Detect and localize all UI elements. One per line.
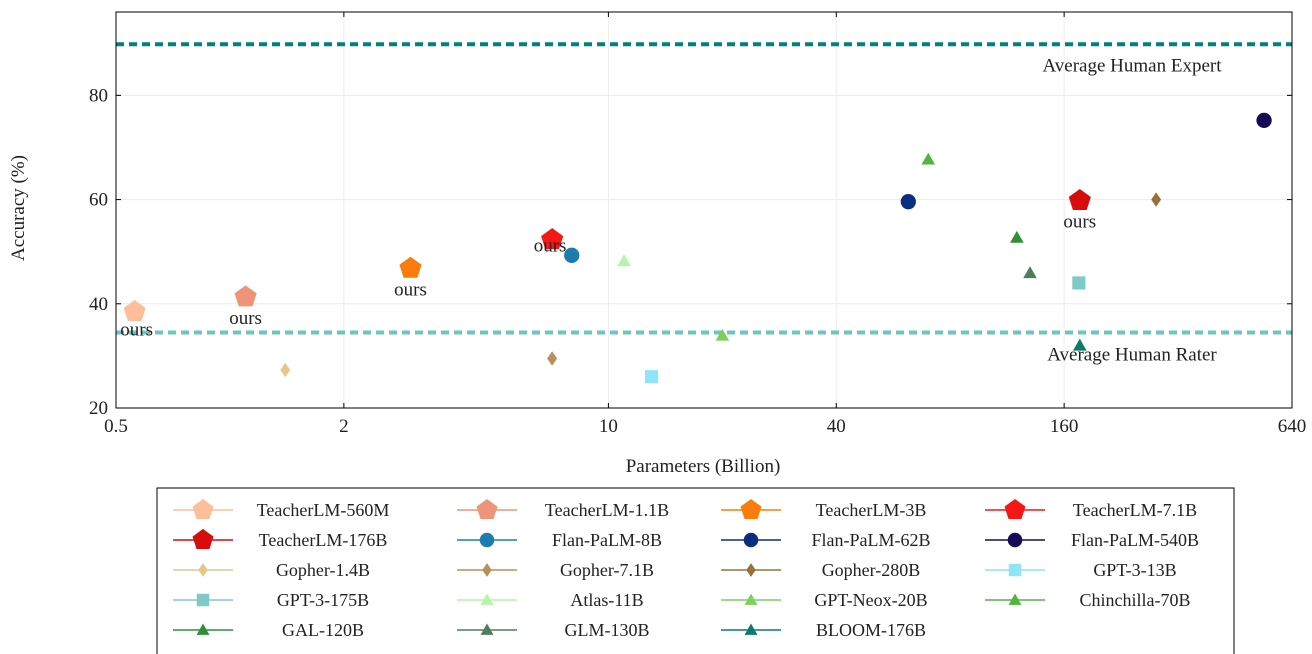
x-tick-label: 0.5 (104, 416, 128, 437)
x-tick-label: 640 (1278, 416, 1307, 437)
data-point (234, 285, 257, 307)
legend-label: Gopher-280B (822, 560, 921, 580)
legend-label: GAL-120B (282, 620, 364, 640)
y-tick-label: 40 (89, 294, 108, 315)
data-point (564, 247, 580, 263)
legend-marker (1008, 593, 1022, 605)
legend-label: GPT-3-13B (1093, 560, 1176, 580)
legend-label: Gopher-7.1B (560, 560, 654, 580)
legend-marker (1007, 532, 1023, 548)
data-point (1068, 188, 1091, 210)
reference-lines: Average Human Expert Average Human Rater (116, 42, 1292, 365)
data-label: ours (120, 320, 153, 341)
data-point (541, 228, 564, 250)
plot-frame (115, 11, 1293, 409)
x-axis-label: Parameters (Billion) (626, 456, 781, 477)
legend-marker (480, 623, 494, 635)
legend-marker (480, 593, 494, 605)
legend-label: Flan-PaLM-8B (552, 530, 662, 550)
legend-box (156, 487, 1235, 654)
y-tick-label: 20 (89, 398, 108, 419)
legend-marker (744, 593, 758, 605)
legend-label: GLM-130B (565, 620, 650, 640)
legend-label: TeacherLM-1.1B (545, 500, 669, 520)
data-point (280, 362, 291, 378)
data-label: ours (229, 308, 262, 329)
data-point (547, 351, 558, 366)
legend-marker (476, 498, 498, 519)
legend-label: GPT-3-175B (277, 590, 369, 610)
data-point (900, 194, 916, 210)
legend-label: TeacherLM-560M (257, 500, 390, 520)
data-label: ours (534, 236, 567, 257)
legend-marker (192, 528, 214, 549)
data-point (123, 299, 146, 321)
data-point (644, 370, 659, 384)
legend-marker (746, 563, 756, 577)
data-point (1072, 276, 1086, 290)
legend-marker (1008, 563, 1022, 577)
legend-marker (740, 498, 762, 519)
data-label: ours (1063, 212, 1096, 233)
data-points: ours ours ours ours ours (120, 112, 1272, 384)
reference-line-label: Average Human Rater (1047, 344, 1217, 365)
data-point (617, 254, 631, 267)
legend-label: TeacherLM-176B (259, 530, 388, 550)
legend-label: TeacherLM-3B (816, 500, 927, 520)
legend-marker (1004, 498, 1026, 519)
legend-label: Atlas-11B (570, 590, 643, 610)
legend-label: GPT-Neox-20B (814, 590, 927, 610)
legend-label: TeacherLM-7.1B (1073, 500, 1197, 520)
legend-label: BLOOM-176B (816, 620, 926, 640)
legend-label: Chinchilla-70B (1080, 590, 1191, 610)
legend-marker (196, 593, 210, 607)
legend-marker (196, 623, 210, 635)
data-point (1010, 230, 1024, 243)
legend-marker (744, 623, 758, 635)
y-axis-label: Accuracy (%) (8, 155, 29, 261)
legend-label: Gopher-1.4B (276, 560, 370, 580)
y-tick-label: 80 (89, 85, 108, 106)
legend-marker (482, 563, 492, 577)
data-point (921, 152, 936, 165)
legend-label: Flan-PaLM-540B (1071, 530, 1199, 550)
data-point (1151, 192, 1162, 207)
data-point (399, 256, 422, 278)
legend: TeacherLM-560M TeacherLM-1.1B TeacherLM-3B… (156, 487, 1235, 654)
plot-border (115, 11, 1293, 409)
legend-label: Flan-PaLM-62B (812, 530, 931, 550)
x-tick-label: 10 (599, 416, 618, 437)
x-tick-label: 40 (827, 416, 846, 437)
axis-ticks: 0.5 2 10 40 160 640 20 40 60 80 (89, 12, 1306, 437)
data-label: ours (394, 279, 427, 300)
data-point (715, 328, 730, 341)
legend-marker (479, 532, 495, 548)
data-point (1256, 112, 1272, 129)
legend-marker (743, 532, 759, 548)
legend-marker (198, 563, 208, 577)
x-tick-label: 160 (1050, 416, 1079, 437)
y-tick-label: 60 (89, 190, 108, 211)
reference-line-label: Average Human Expert (1042, 55, 1222, 76)
legend-marker (192, 498, 214, 519)
data-point (1023, 266, 1037, 279)
x-tick-label: 2 (339, 416, 349, 437)
data-point (1073, 338, 1087, 351)
